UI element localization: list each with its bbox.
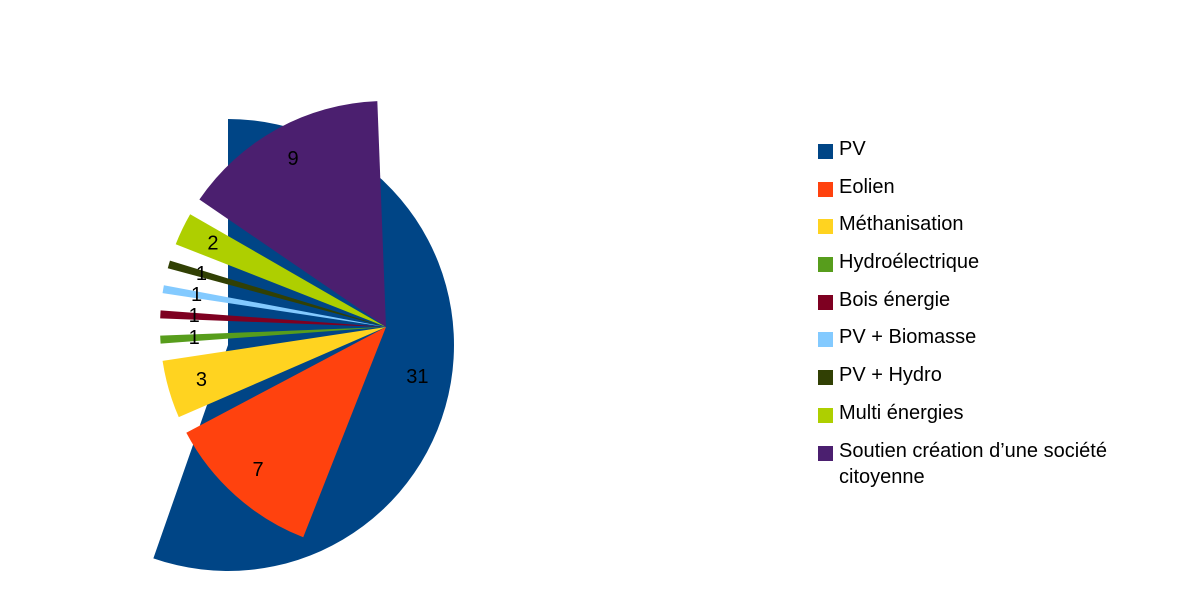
- legend-swatch: [818, 445, 833, 461]
- pie-slice-7: [167, 260, 386, 327]
- slice-value-label: 3: [196, 369, 207, 391]
- legend-item: PV: [818, 136, 1195, 174]
- legend-swatch: [818, 257, 833, 273]
- legend-swatch: [818, 370, 833, 386]
- pie-slice-3: [162, 327, 386, 418]
- pie-slice-4: [160, 327, 386, 344]
- legend-label: Soutien création d’une société citoyenne: [839, 439, 1107, 488]
- chart-legend: PV Eolien Méthanisation Hydroélectrique Bois…: [818, 136, 1195, 488]
- legend-label: Méthanisation: [839, 213, 964, 236]
- pie-slice-9: [199, 101, 386, 327]
- slice-value-label: 1: [189, 327, 200, 349]
- pie-slice-6: [162, 285, 386, 327]
- pie-slice-8: [175, 214, 386, 327]
- legend-label: Hydroélectrique: [839, 251, 980, 274]
- legend-swatch: [818, 332, 833, 348]
- slice-value-label: 1: [196, 263, 207, 285]
- legend-label: Bois énergie: [839, 288, 951, 311]
- pie-slice-5: [160, 310, 386, 327]
- slice-value-label: 9: [288, 148, 299, 170]
- legend-swatch: [818, 144, 833, 159]
- slice-value-label: 7: [252, 459, 263, 481]
- legend-item: Soutien création d’une société citoyenne: [818, 438, 1195, 488]
- legend-swatch: [818, 407, 833, 423]
- legend-label: PV: [839, 138, 866, 160]
- legend-label: Eolien: [839, 175, 895, 198]
- legend-swatch: [818, 294, 833, 310]
- legend-label: Multi énergies: [839, 401, 964, 424]
- legend-label: PV + Hydro: [839, 364, 942, 387]
- legend-item: Méthanisation: [818, 211, 1195, 249]
- slice-value-label: 31: [406, 366, 428, 388]
- slice-value-label: 1: [189, 305, 200, 327]
- legend-item: Eolien: [818, 174, 1195, 212]
- slice-value-label: 1: [191, 284, 202, 306]
- legend-item: Multi énergies: [818, 400, 1195, 438]
- legend-swatch: [818, 219, 833, 235]
- legend-item: PV + Hydro: [818, 362, 1195, 400]
- legend-swatch: [818, 181, 833, 197]
- slice-value-label: 2: [207, 233, 218, 255]
- pie-slice-2: [186, 327, 386, 538]
- legend-label: PV + Biomasse: [839, 326, 977, 349]
- legend-item: Bois énergie: [818, 287, 1195, 325]
- legend-item: PV + Biomasse: [818, 324, 1195, 362]
- legend-item: Hydroélectrique: [818, 249, 1195, 287]
